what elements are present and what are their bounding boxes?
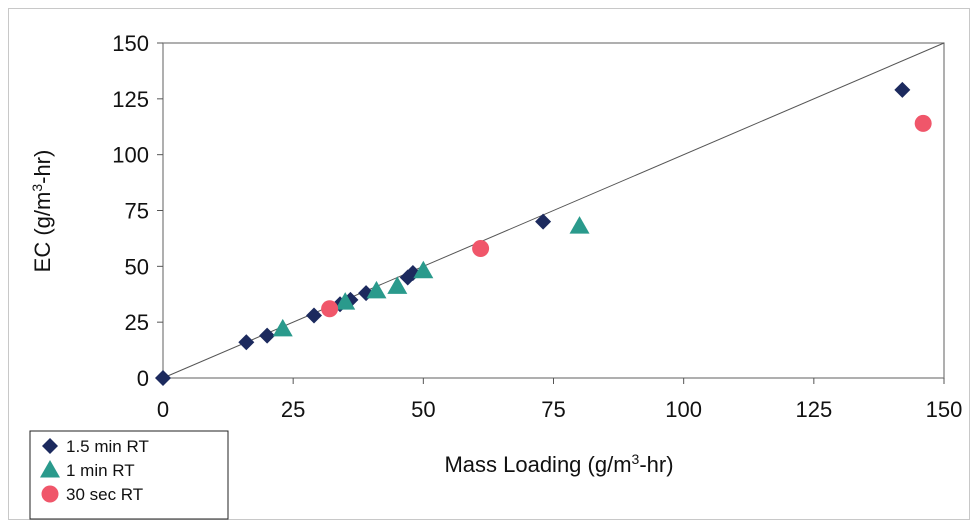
y-tick-label: 125 xyxy=(112,87,149,112)
y-axis-title-pre: EC (g/m xyxy=(30,192,55,273)
legend-marker-diamond xyxy=(42,438,58,454)
legend-label: 1 min RT xyxy=(66,461,135,480)
legend-marker-triangle xyxy=(40,460,60,478)
x-tick-label: 75 xyxy=(541,397,565,422)
x-tick-label: 50 xyxy=(411,397,435,422)
point-1-5-min-rt xyxy=(155,370,171,386)
x-axis-title: Mass Loading (g/m3-hr) xyxy=(444,451,673,477)
point-1-min-rt xyxy=(272,318,293,337)
point-1-5-min-rt xyxy=(238,334,255,351)
point-1-5-min-rt xyxy=(305,307,322,324)
chart-frame xyxy=(8,8,970,520)
point-30-sec-rt xyxy=(321,300,339,318)
x-axis-title-post: -hr) xyxy=(639,452,673,477)
y-tick-label: 100 xyxy=(112,143,149,168)
x-tick-label: 0 xyxy=(157,397,169,422)
y-tick-label: 0 xyxy=(137,366,149,391)
point-1-5-min-rt xyxy=(894,81,911,98)
x-tick-label: 125 xyxy=(795,397,832,422)
legend: 1.5 min RT 1 min RT 30 sec RT xyxy=(29,430,229,520)
point-30-sec-rt xyxy=(472,239,490,257)
y-axis-title-post: -hr) xyxy=(30,150,55,184)
legend-box xyxy=(29,430,229,520)
point-1-min-rt xyxy=(569,216,590,234)
x-tick-label: 150 xyxy=(926,397,963,422)
y-axis-title: EC (g/m3-hr) xyxy=(29,150,55,273)
y-tick-label: 75 xyxy=(125,199,149,224)
reference-line xyxy=(162,42,945,379)
x-tick-label: 100 xyxy=(665,397,702,422)
y-tick-label: 50 xyxy=(125,254,149,279)
x-axis-title-pre: Mass Loading (g/m xyxy=(444,452,631,477)
x-axis-title-sup: 3 xyxy=(632,451,640,467)
legend-label: 1.5 min RT xyxy=(66,437,149,456)
y-tick-label: 25 xyxy=(125,310,149,335)
point-1-min-rt xyxy=(387,276,408,294)
point-1-5-min-rt xyxy=(259,327,276,344)
y-tick-label: 150 xyxy=(112,31,149,56)
point-1-min-rt xyxy=(335,292,356,310)
point-1-min-rt xyxy=(413,260,434,279)
y-axis-title-sup: 3 xyxy=(29,184,45,192)
point-30-sec-rt xyxy=(914,114,932,132)
x-tick-label: 25 xyxy=(281,397,305,422)
point-1-min-rt xyxy=(366,280,387,299)
legend-marker-circle xyxy=(41,485,59,503)
point-1-5-min-rt xyxy=(535,213,552,230)
legend-label: 30 sec RT xyxy=(66,485,143,504)
